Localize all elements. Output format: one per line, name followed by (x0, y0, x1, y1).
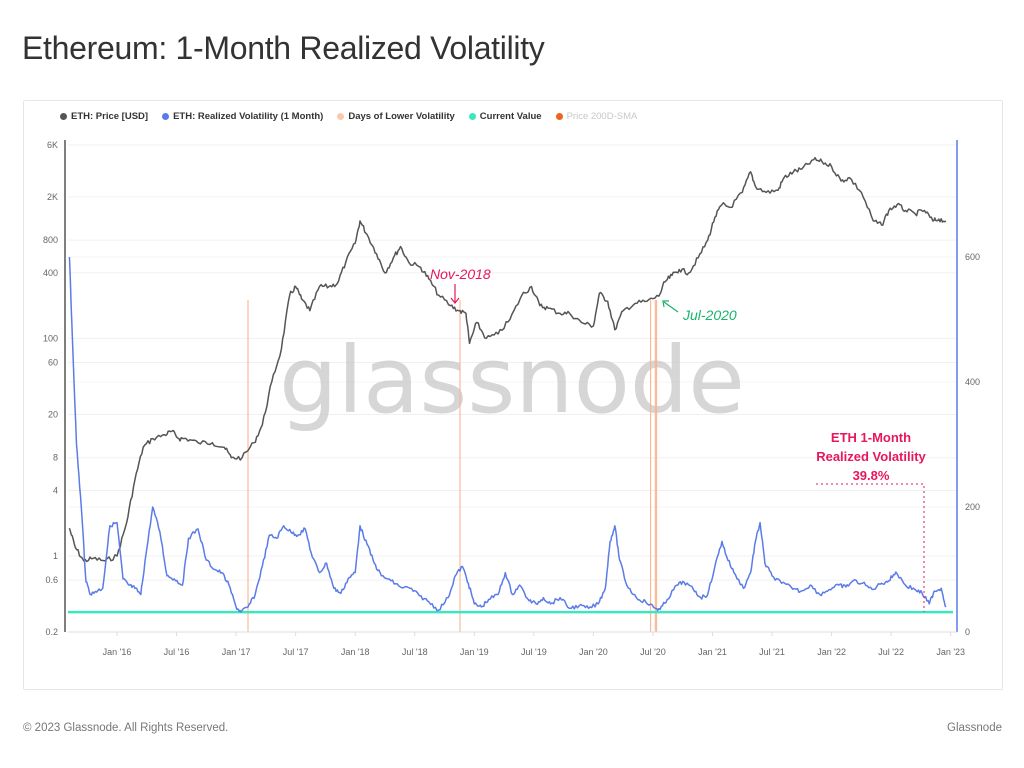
y-left-tick-label: 6K (47, 140, 58, 150)
x-tick-label: Jan '18 (341, 647, 370, 657)
page-title: Ethereum: 1-Month Realized Volatility (22, 30, 545, 66)
legend-label: Current Value (479, 111, 542, 122)
legend-dot-icon (555, 113, 563, 120)
arrow-head-icon (450, 297, 460, 304)
x-tick-label: Jul '19 (521, 647, 547, 657)
y-left-tick-label: 100 (43, 333, 58, 343)
y-right-tick-label: 0 (965, 627, 970, 637)
x-tick-label: Jan '20 (579, 647, 608, 657)
series-lines (68, 156, 953, 614)
x-tick-label: Jul '21 (759, 647, 785, 657)
legend-label: ETH: Price [USD] (71, 111, 149, 122)
chart-card (23, 100, 1003, 690)
annotation-nov-2018: Nov-2018 (430, 266, 491, 282)
arrow-head-icon (662, 300, 669, 308)
y-left-tick-label: 8 (53, 453, 58, 463)
y-left-tick-label: 20 (48, 409, 58, 419)
x-tick-label: Jul '16 (164, 647, 190, 657)
callout-line-1: ETH 1-Month (831, 430, 911, 445)
y-left-tick-label: 1 (53, 551, 58, 561)
y-left-tick-label: 800 (43, 235, 58, 245)
annotation-jul-2020: Jul-2020 (682, 307, 737, 323)
watermark: glassnode (279, 327, 745, 434)
copyright-text: © 2023 Glassnode. All Rights Reserved. (23, 722, 229, 734)
legend-item-lower-volatility[interactable]: Days of Lower Volatility (337, 111, 455, 122)
y-left-tick-label: 0.6 (45, 575, 58, 585)
legend-label: Days of Lower Volatility (348, 111, 455, 122)
price-series-line (68, 156, 947, 563)
y-left-tick-label: 2K (47, 192, 58, 202)
axes (64, 140, 958, 636)
y-left-tick-label: 400 (43, 268, 58, 278)
x-tick-label: Jul '22 (878, 647, 904, 657)
lower-volatility-bands (247, 300, 658, 632)
tick-labels: 0.2 0.6 1 4 8 20 60 100 400 800 2K 6K 0 200 400 600 Jan … (43, 140, 980, 657)
x-tick-label: Jan '16 (103, 647, 132, 657)
legend-item-price[interactable]: ETH: Price [USD] (60, 111, 148, 122)
x-tick-label: Jul '17 (283, 647, 309, 657)
y-left-tick-label: 4 (53, 485, 58, 495)
x-tick-label: Jan '23 (936, 647, 965, 657)
y-right-tick-label: 600 (965, 252, 980, 262)
y-right-tick-label: 400 (965, 377, 980, 387)
x-tick-label: Jan '19 (460, 647, 489, 657)
y-right-tick-label: 200 (965, 502, 980, 512)
x-tick-label: Jul '18 (402, 647, 428, 657)
x-tick-label: Jul '20 (640, 647, 666, 657)
legend-dot-icon (60, 113, 67, 120)
volatility-series-line (68, 256, 947, 613)
grid-lines (68, 144, 957, 633)
legend-label: ETH: Realized Volatility (1 Month) (173, 111, 324, 122)
chart-legend: ETH: Price [USD] ETH: Realized Volatilit… (60, 111, 637, 122)
x-tick-label: Jan '21 (698, 647, 727, 657)
legend-dot-icon (337, 113, 345, 120)
legend-item-volatility[interactable]: ETH: Realized Volatility (1 Month) (162, 111, 323, 122)
legend-dot-icon (162, 113, 170, 120)
callout-leader-line (816, 483, 925, 612)
brand-text: Glassnode (947, 722, 1002, 734)
y-left-tick-label: 0.2 (45, 627, 58, 637)
legend-item-price-200d-sma[interactable]: Price 200D-SMA (555, 111, 638, 122)
y-left-tick-label: 60 (48, 358, 58, 368)
callout-value: 39.8% (853, 468, 890, 483)
callout-line-2: Realized Volatility (816, 449, 926, 464)
arrow-up-left-icon (663, 301, 679, 313)
x-tick-label: Jan '22 (817, 647, 846, 657)
x-tick-label: Jan '17 (222, 647, 251, 657)
legend-dot-icon (468, 113, 476, 120)
legend-label: Price 200D-SMA (566, 111, 638, 122)
annotations: Nov-2018 Jul-2020 ETH 1-Month Realized V… (430, 266, 927, 612)
legend-item-current-value[interactable]: Current Value (468, 111, 542, 122)
